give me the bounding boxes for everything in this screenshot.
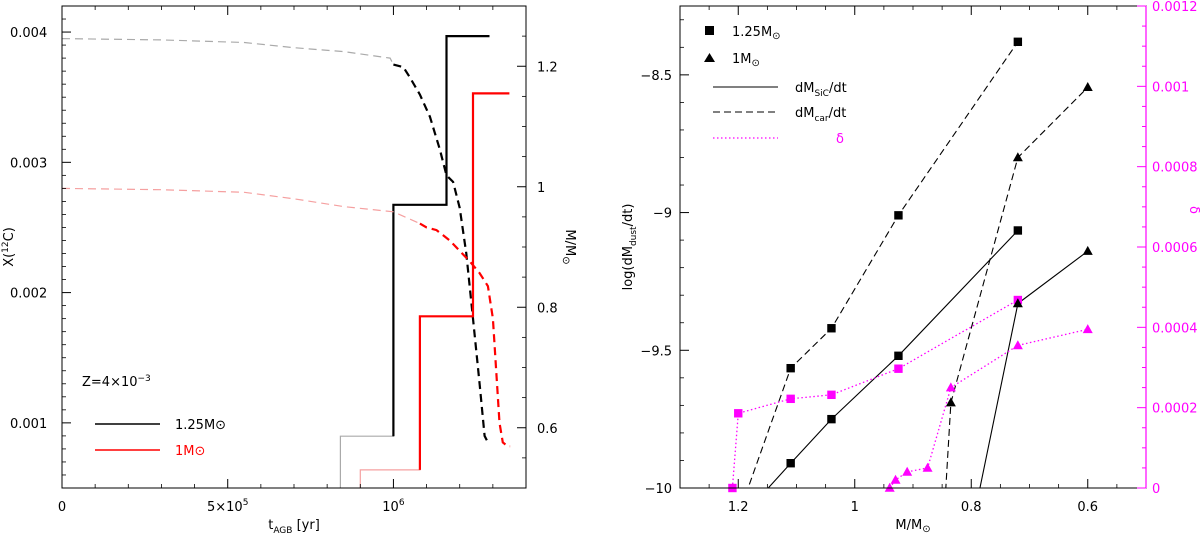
legend-label-sic: dMSiC/dt — [795, 81, 847, 99]
right-y-tick-label: −9 — [653, 207, 672, 222]
series-line-1 — [747, 41, 1019, 488]
right-y2-tick-label: 0.0006 — [1152, 241, 1198, 256]
legend-label-1.25msun: 1.25M⊙ — [175, 418, 226, 433]
mass-line-faint-1msun — [359, 316, 421, 488]
data-point-triangle — [1012, 298, 1023, 308]
data-point-triangle — [902, 466, 913, 476]
right-series-group — [731, 41, 1089, 488]
right-y2-tick-label: 0.0008 — [1152, 161, 1198, 176]
right-y2-tick-label: 0.0002 — [1152, 402, 1198, 417]
data-point-square — [827, 324, 836, 333]
series-line-2 — [731, 299, 1019, 488]
data-point-square — [827, 414, 836, 424]
legend-label-delta: δ — [836, 132, 844, 147]
right-legend: 1.25M⊙ 1M⊙ dMSiC/dt dMcar/dt δ — [704, 25, 847, 147]
legend-label-triangle: 1M⊙ — [732, 52, 760, 69]
left-y-tick-label: 0.001 — [10, 417, 47, 432]
data-point-triangle — [1082, 82, 1093, 92]
legend-label-car: dMcar/dt — [795, 106, 846, 124]
carbon-line-1msun — [419, 222, 511, 448]
right-x-axis-label: M/M⊙ — [895, 518, 930, 535]
series-line-3 — [979, 250, 1089, 488]
data-point-triangle — [1012, 152, 1023, 162]
data-point-triangle — [945, 382, 956, 392]
left-y2-tick-label: 1.2 — [537, 60, 558, 75]
left-y2-tick-label: 0.8 — [537, 301, 558, 316]
left-y-tick-label: 0.003 — [10, 156, 47, 171]
right-x-tick-label: 1 — [851, 500, 859, 515]
data-point-square — [786, 363, 795, 373]
right-y-axis-label: log(dMdust/dt) — [621, 204, 639, 291]
left-plot-data — [61, 35, 511, 488]
left-axis-ticks: 0 5×105 106 0.001 0.002 0.003 0.004 0.6 0.8 1 1.2 — [10, 5, 558, 515]
right-plot-frame — [679, 5, 1147, 489]
carbon-line-1.25msun — [393, 63, 491, 444]
left-x-tick-label: 5×105 — [207, 498, 248, 515]
series-line-4 — [945, 86, 1089, 488]
data-point-triangle — [890, 474, 901, 484]
data-point-triangle — [945, 397, 956, 407]
mass-line-1.25msun — [392, 35, 490, 437]
left-chart: 0 5×105 1060.0010.0020.0030.0040.60.811.2 … — [1, 5, 577, 536]
right-y2-tick-label: 0.001 — [1152, 80, 1189, 95]
data-point-square — [894, 211, 903, 220]
data-point-triangle — [1082, 245, 1093, 255]
left-x-axis-label: tAGB [yr] — [268, 518, 320, 536]
data-point-triangle — [884, 482, 895, 492]
right-y-tick-label: −8.5 — [640, 69, 672, 84]
left-y-axis-label: X(12C) — [1, 227, 17, 267]
data-point-square — [786, 459, 795, 468]
data-point-square — [894, 364, 903, 373]
right-y-tick-label: −9.5 — [640, 344, 672, 359]
left-x-tick-label: 106 — [382, 498, 405, 515]
data-point-triangle — [922, 462, 933, 472]
right-x-tick-label: 0.8 — [961, 500, 982, 515]
right-y-tick-label: −10 — [645, 482, 672, 497]
right-x-tick-label: 1.2 — [728, 500, 749, 515]
left-y2-axis-label: M/M⊙ — [560, 229, 577, 264]
left-y-tick-label: 0.002 — [10, 287, 47, 302]
right-x-tick-label: 0.6 — [1077, 500, 1098, 515]
data-point-square — [1013, 37, 1023, 47]
right-y2-tick-label: 0 — [1152, 482, 1160, 497]
data-point-square — [894, 351, 903, 360]
data-point-square — [786, 394, 795, 404]
right-y2-tick-label: 0.0012 — [1152, 0, 1198, 15]
legend-label-square: 1.25M⊙ — [732, 25, 781, 42]
carbon-line-faint-1.25msun — [61, 38, 394, 65]
right-axis-ticks: 1.2 1 0.8 0.6 −10 −9.5 −9 −8.5 0 0.0002 0.0004 0.00… — [640, 0, 1197, 515]
right-y2-axis-label: δ — [1186, 206, 1200, 214]
legend-title: Z=4×10−3 — [82, 374, 151, 390]
left-legend: Z=4×10−3 1.25M⊙ 1M⊙ — [82, 374, 226, 459]
series-line-5 — [889, 328, 1088, 488]
left-x-tick-label: 0 — [58, 500, 66, 515]
legend-label-1msun: 1M⊙ — [175, 444, 205, 459]
left-y2-tick-label: 1 — [537, 181, 545, 196]
left-y2-tick-label: 0.6 — [537, 422, 558, 437]
mass-line-1msun — [418, 92, 510, 470]
right-plot-data — [728, 37, 1093, 493]
legend-marker-square — [705, 26, 714, 35]
data-point-square — [1013, 226, 1023, 235]
data-point-square — [734, 409, 743, 418]
left-y-tick-label: 0.004 — [10, 26, 47, 41]
mass-line-faint-1.25msun — [339, 204, 394, 488]
series-line-0 — [767, 230, 1019, 488]
right-chart: 1.2 1 0.8 0.6 −10 −9.5 −9 −8.5 0 0.0002 0.0004 0.00… — [621, 0, 1200, 535]
data-point-square — [827, 390, 836, 400]
legend-marker-triangle — [704, 53, 715, 62]
carbon-line-faint-1msun — [61, 187, 421, 225]
right-y2-tick-label: 0.0004 — [1152, 321, 1198, 336]
data-point-triangle — [1012, 340, 1023, 350]
data-point-triangle — [1082, 324, 1093, 334]
